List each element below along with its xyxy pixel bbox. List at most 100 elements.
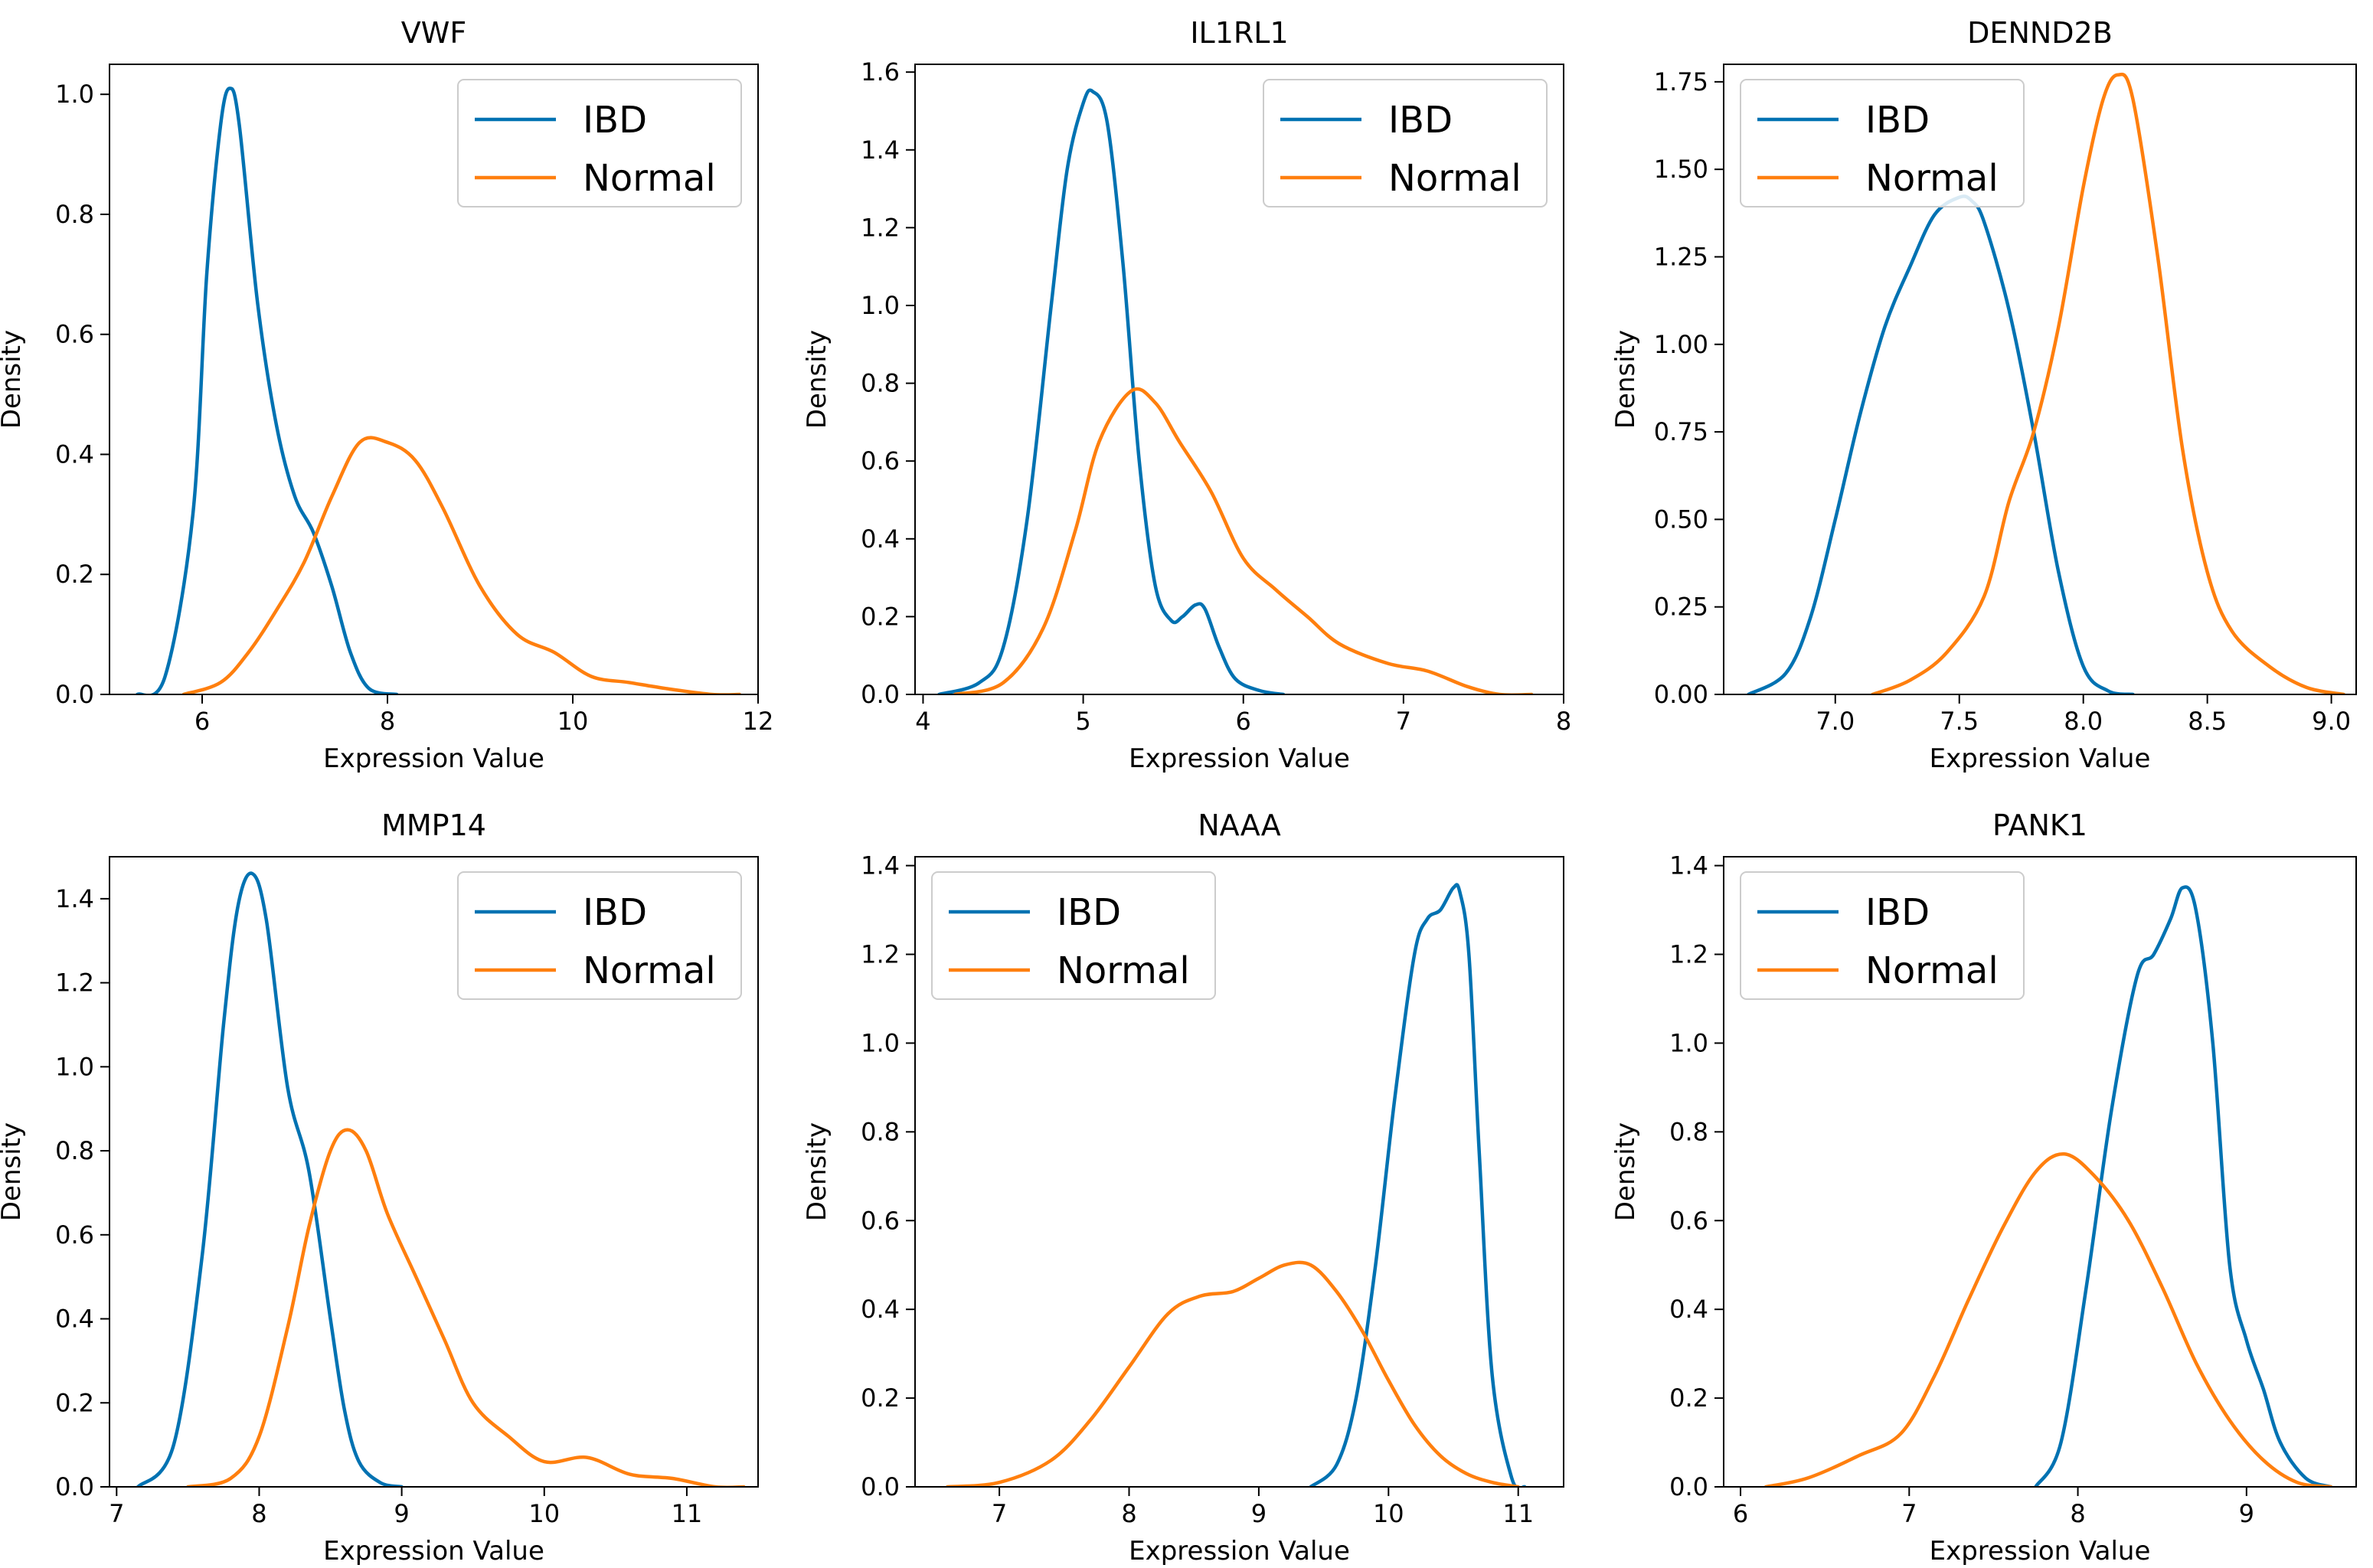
chart-panel-dennd2b: DENND2B 7.0 7.5 8.0 8.5 9.0 0.00 0.25 0.50 0.75 1.… [1610,16,2357,774]
legend-box [1740,79,2025,207]
y-tick-label: 0.8 [861,1117,900,1146]
x-tick-label: 6 [1236,707,1251,736]
chart-title: IL1RL1 [1190,16,1288,50]
series-line-ibd [136,87,399,694]
y-tick-label: 0.2 [55,560,94,589]
y-tick-label: 0.0 [861,680,900,709]
chart-title: DENND2B [1967,16,2113,50]
series-line-ibd [2034,885,2333,1487]
x-tick-label: 8 [1121,1499,1136,1528]
y-tick-label: 1.50 [1654,155,1708,184]
axes-frame [1723,856,2357,1488]
x-tick-label: 6 [1733,1499,1748,1528]
y-tick-label: 1.4 [861,851,900,880]
legend: IBD Normal [1740,871,2025,1000]
y-tick-label: 1.2 [55,969,94,998]
y-tick-label: 0.6 [55,1220,94,1250]
y-tick-label: 1.25 [1654,242,1708,271]
x-tick-label: 8.5 [2188,707,2227,736]
legend-label: Normal [1057,949,1190,992]
legend: IBD Normal [931,871,1216,1000]
y-tick-label: 0.8 [55,200,94,229]
legend-label: IBD [1388,99,1453,142]
x-tick-label: 11 [1502,1499,1534,1528]
legend-label: IBD [583,99,647,142]
y-tick-label: 1.0 [55,80,94,109]
axes-frame [1723,64,2357,695]
y-tick-label: 0.6 [861,446,900,475]
axes-frame [109,64,759,695]
y-tick-label: 1.0 [861,291,900,320]
x-tick-label: 6 [194,707,210,736]
legend-box [457,871,742,1000]
y-tick-label: 0.8 [861,369,900,398]
axes-frame [914,64,1564,695]
y-tick-label: 0.4 [861,524,900,554]
legend-label: Normal [1865,157,1999,200]
y-tick-label: 1.0 [55,1052,94,1081]
x-tick-label: 12 [743,707,774,736]
series-line-normal [181,436,742,694]
legend-label: IBD [1057,891,1121,934]
y-tick-label: 0.75 [1654,417,1708,446]
axes-frame [109,856,759,1488]
y-tick-label: 1.2 [861,213,900,242]
x-axis-label: Expression Value [323,743,544,774]
legend: IBD Normal [1263,79,1548,207]
legend: IBD Normal [457,871,742,1000]
y-tick-label: 0.0 [1669,1472,1708,1501]
y-tick-label: 0.4 [55,1305,94,1334]
legend-label: Normal [1388,157,1522,200]
y-tick-label: 0.2 [861,602,900,631]
y-tick-label: 1.4 [1669,851,1708,880]
y-tick-label: 1.00 [1654,330,1708,359]
series-line-ibd [937,88,1286,694]
y-tick-label: 0.6 [861,1206,900,1235]
x-tick-label: 9.0 [2312,707,2351,736]
series-line-ibd [136,871,404,1487]
chart-panel-mmp14: MMP14 7 8 9 10 11 0.0 0.2 0.4 0.6 0.8 1.0 1.2 1.4 Expr… [0,808,759,1566]
series-line-normal [186,1128,746,1487]
legend-box [1740,871,2025,1000]
y-tick-label: 0.4 [55,439,94,469]
legend-label: IBD [1865,891,1930,934]
y-tick-label: 1.2 [1669,940,1708,969]
y-tick-label: 1.4 [55,884,94,913]
x-axis-label: Expression Value [1129,1536,1350,1566]
axes-frame [914,856,1564,1488]
y-tick-label: 0.8 [55,1136,94,1165]
y-tick-label: 0.2 [1669,1383,1708,1413]
y-tick-label: 0.2 [55,1388,94,1417]
x-tick-label: 10 [528,1499,560,1528]
x-axis-label: Expression Value [1129,743,1350,774]
x-tick-label: 10 [557,707,589,736]
chart-title: NAAA [1198,808,1281,842]
chart-panel-pank1: PANK1 6 7 8 9 0.0 0.2 0.4 0.6 0.8 1.0 1.2 1.4 Express… [1610,808,2357,1566]
x-tick-label: 8.0 [2064,707,2103,736]
legend-label: Normal [583,157,716,200]
x-tick-label: 11 [672,1499,703,1528]
x-tick-label: 7 [1396,707,1411,736]
x-tick-label: 5 [1075,707,1090,736]
legend: IBD Normal [1740,79,2025,207]
x-axis-label: Expression Value [323,1536,544,1566]
y-axis-label: Density [1610,1122,1641,1221]
y-tick-label: 1.0 [1669,1028,1708,1057]
series-line-normal [953,387,1534,694]
x-tick-label: 7.5 [1940,707,1979,736]
x-tick-label: 8 [251,1499,266,1528]
y-tick-label: 0.0 [55,1472,94,1501]
x-tick-label: 7.0 [1816,707,1855,736]
y-tick-label: 0.25 [1654,593,1708,622]
legend-box [931,871,1216,1000]
y-tick-label: 0.0 [861,1472,900,1501]
y-tick-label: 0.50 [1654,505,1708,534]
x-axis-label: Expression Value [1930,743,2151,774]
chart-panel-il1rl1: IL1RL1 4 5 6 7 8 0.0 0.2 0.4 0.6 0.8 1.0 1.2 1.4 1.6 Ex… [802,16,1571,774]
y-tick-label: 1.75 [1654,67,1708,96]
series-line-ibd [1309,883,1527,1487]
x-tick-label: 7 [992,1499,1007,1528]
legend-label: IBD [1865,99,1930,142]
x-tick-label: 8 [2070,1499,2085,1528]
